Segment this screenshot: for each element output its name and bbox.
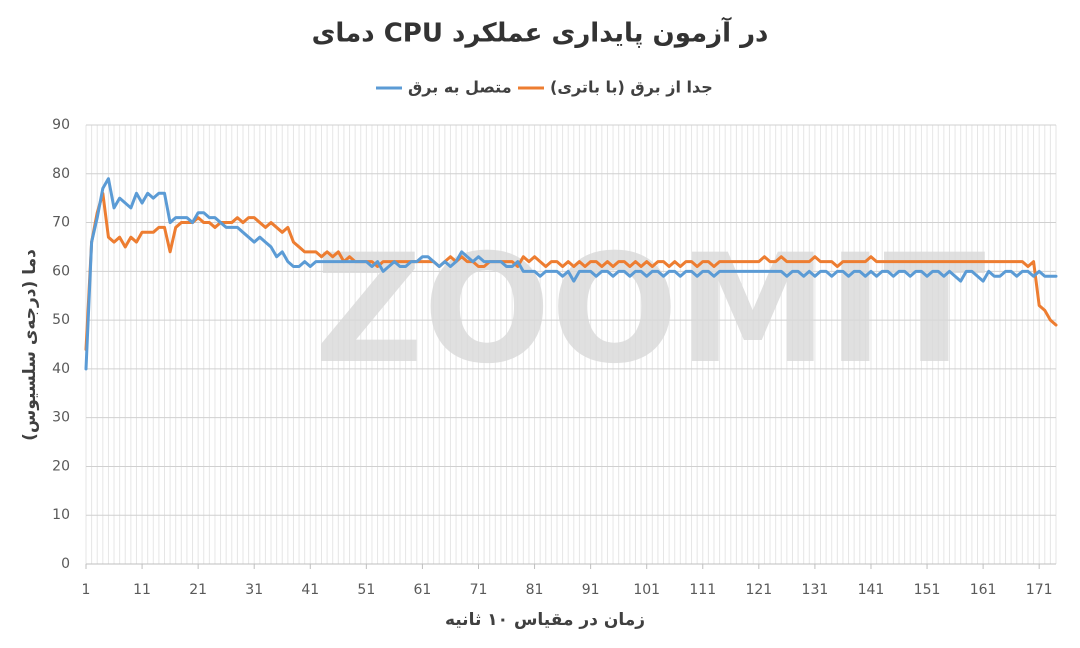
x-tick-label: 101 (633, 582, 660, 598)
y-tick-label: 20 (52, 458, 70, 474)
x-tick-label: 161 (970, 582, 997, 598)
x-tick-label: 21 (189, 582, 207, 598)
x-tick-label: 141 (858, 582, 885, 598)
legend-label: جدا از برق (با باتری) (550, 78, 713, 97)
x-tick-label: 121 (745, 582, 772, 598)
x-tick-label: 41 (301, 582, 319, 598)
x-tick-label: 71 (470, 582, 488, 598)
x-tick-label: 81 (526, 582, 544, 598)
y-tick-label: 0 (61, 556, 70, 572)
x-tick-label: 11 (133, 582, 151, 598)
y-tick-label: 90 (52, 117, 70, 133)
legend-label: متصل به برق (408, 78, 512, 97)
series-line (84, 191, 1058, 351)
y-tick-label: 10 (52, 507, 70, 523)
y-axis-label: دما (درجه‌ی سلسیوس) (20, 249, 40, 441)
x-tick-label: 51 (357, 582, 375, 598)
x-tick-label: 31 (245, 582, 263, 598)
y-tick-label: 50 (52, 312, 70, 328)
x-tick-label: 1 (82, 582, 91, 598)
x-tick-label: 171 (1026, 582, 1053, 598)
y-tick-label: 60 (52, 263, 70, 279)
y-tick-label: 40 (52, 361, 70, 377)
series-line (84, 177, 1058, 371)
x-axis-label: زمان در مقیاس ۱۰ ثانیه (445, 610, 645, 630)
x-tick-label: 151 (914, 582, 941, 598)
x-tick-label: 111 (689, 582, 716, 598)
y-tick-label: 80 (52, 166, 70, 182)
y-tick-label: 30 (52, 410, 70, 426)
watermark: ZOOMIT (314, 223, 985, 397)
x-tick-label: 61 (414, 582, 432, 598)
x-tick-label: 91 (582, 582, 600, 598)
x-tick-label: 131 (802, 582, 829, 598)
y-tick-label: 70 (52, 215, 70, 231)
chart-title: دمای CPU در آزمون پایداری عملکرد (312, 17, 769, 49)
